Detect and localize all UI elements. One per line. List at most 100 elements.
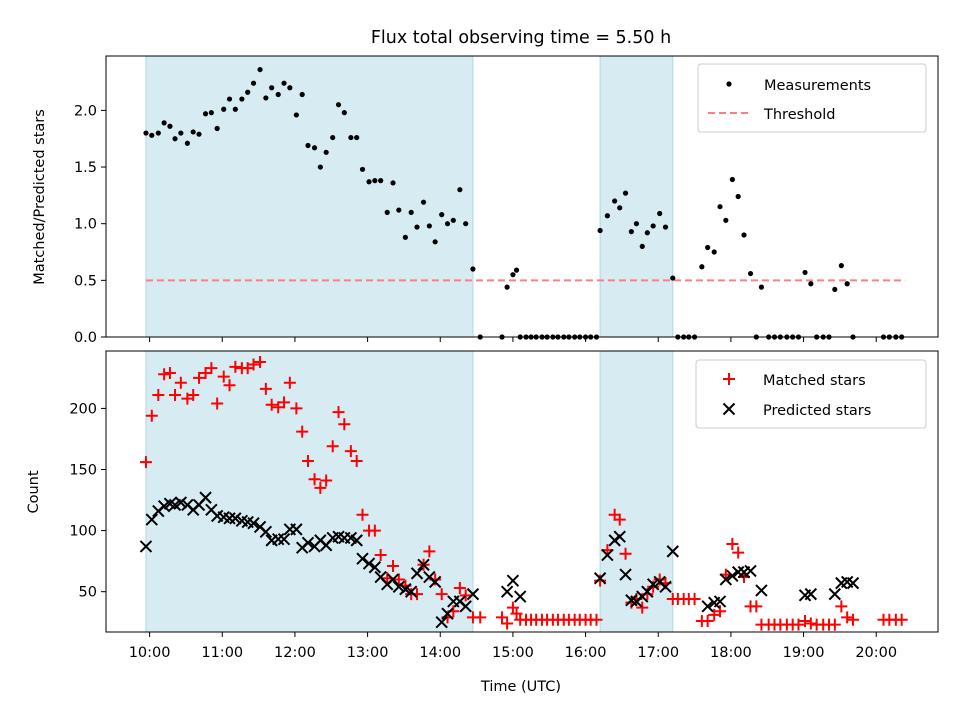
measurement-point (450, 217, 456, 223)
measurement-point (149, 132, 155, 138)
matched-star-point (496, 611, 509, 624)
measurement-point (457, 187, 463, 193)
measurement-point (354, 134, 360, 141)
measurement-point (617, 205, 623, 211)
measurement-point (504, 284, 510, 290)
predicted-star-point (619, 568, 632, 581)
matched-star-point (804, 617, 817, 630)
bottom-y-axis-label: Count (26, 470, 42, 513)
measurement-point (513, 267, 520, 273)
y-tick-label: 2.0 (74, 103, 97, 119)
matched-star-point (387, 560, 400, 573)
x-tick-label: 16:00 (565, 645, 607, 661)
measurement-point (202, 111, 209, 117)
matched-star-point (205, 362, 218, 375)
predicted-star-point (466, 587, 480, 601)
measurement-point (838, 263, 844, 269)
measurement-point (420, 199, 427, 205)
bottom-panel-frame (105, 350, 939, 633)
predicted-star-point (506, 574, 520, 587)
figure-title: Flux total observing time = 5.50 h (371, 28, 671, 48)
matched-star-point (750, 600, 763, 613)
measurement-point (359, 166, 366, 172)
x-tick-label: 19:00 (783, 645, 825, 661)
predicted-star-point (459, 600, 472, 613)
y-tick-label: 50 (79, 585, 97, 601)
measurement-point (597, 227, 603, 234)
matched-star-point (619, 547, 632, 560)
predicted-star-point (435, 616, 448, 629)
x-tick-label: 12:00 (274, 645, 316, 661)
predicted-star-point (301, 536, 315, 550)
measurement-point (711, 249, 717, 255)
matched-star-point (799, 615, 812, 628)
predicted-star-point (410, 567, 424, 580)
legend-measurements-label: Measurements (764, 78, 871, 94)
matched-star-point (636, 601, 649, 614)
measurement-point (208, 110, 214, 116)
measurement-point (330, 134, 336, 141)
measurement-point (196, 131, 202, 137)
predicted-star-point (229, 512, 242, 525)
measurement-point (245, 89, 251, 95)
measurement-point (178, 130, 184, 136)
measurement-point (221, 106, 227, 112)
matched-star-point (590, 613, 603, 626)
predicted-star-point (593, 572, 607, 585)
measurement-point (161, 120, 167, 126)
measurement-point (699, 264, 705, 270)
y-tick-label: 1.5 (74, 160, 97, 176)
matched-star-point (392, 573, 405, 586)
legend-threshold-label: Threshold (763, 107, 835, 123)
measurement-point (717, 204, 723, 210)
matched-star-point (841, 611, 854, 624)
measurement-point (426, 223, 432, 229)
matched-star-point (314, 481, 327, 494)
matched-star-point (435, 588, 448, 601)
measurement-point (305, 142, 311, 149)
measurement-point (650, 223, 656, 229)
matched-star-point (338, 418, 351, 431)
measurement-point (155, 130, 161, 136)
bottom-panel: 50 100 150 200 10:00 11:00 12:00 13:00 14:00 15:… (26, 350, 939, 695)
predicted-star-point (666, 545, 679, 558)
measurement-point (323, 149, 329, 155)
measurement-point (287, 85, 293, 91)
x-tick-label: 13:00 (347, 645, 389, 661)
x-tick-label: 10:00 (129, 645, 171, 661)
matched-star-point (296, 425, 309, 438)
y-tick-label: 200 (69, 401, 97, 417)
predicted-star-point (356, 552, 369, 565)
matched-star-point (229, 360, 242, 373)
predicted-star-point (368, 561, 382, 574)
measurement-point (184, 140, 190, 146)
predicted-star-point (392, 580, 406, 594)
y-tick-label: 1.0 (74, 217, 97, 233)
matched-star-point (217, 370, 230, 383)
y-tick-label: 0.0 (74, 330, 97, 346)
x-tick-label: 18:00 (710, 645, 752, 661)
measurement-point (832, 286, 838, 293)
matched-star-point (308, 473, 321, 486)
predicted-star-point (755, 584, 768, 597)
predicted-star-point (713, 595, 727, 608)
matched-star-point (701, 615, 714, 628)
measurement-point (232, 106, 238, 112)
predicted-star-point (701, 600, 714, 613)
matched-stars-points (139, 355, 908, 631)
matched-star-point (344, 445, 357, 458)
measurement-point (844, 281, 850, 287)
predicted-star-point (290, 523, 303, 536)
matched-star-point (726, 538, 739, 551)
predicted-star-point (199, 491, 212, 504)
matched-star-point (846, 613, 859, 626)
bottom-y-axis: 50 100 150 200 (69, 401, 106, 601)
matched-star-point (259, 382, 272, 395)
top-panel: 0.00.51.01.52.0 Matched/Predicted stars … (32, 55, 939, 346)
legend-measurements-marker (726, 81, 732, 87)
matched-star-point (423, 545, 436, 558)
matched-star-point (374, 549, 387, 562)
measurement-point (143, 130, 149, 136)
matched-star-point (254, 355, 267, 368)
predicted-star-point (641, 585, 654, 598)
